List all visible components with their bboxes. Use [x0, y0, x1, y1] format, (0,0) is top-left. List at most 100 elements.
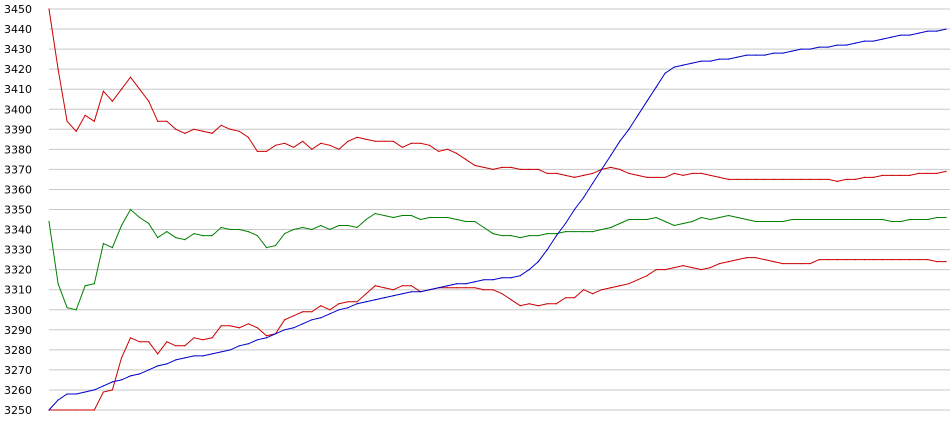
data-point	[166, 231, 168, 233]
data-point	[646, 218, 648, 221]
data-point	[546, 303, 548, 305]
data-point	[320, 142, 322, 144]
data-point	[945, 170, 947, 172]
data-point	[256, 339, 258, 341]
data-point	[592, 293, 594, 295]
data-point	[854, 42, 857, 44]
data-point	[202, 339, 204, 341]
data-point	[927, 259, 929, 261]
series-line-0	[48, 8, 947, 182]
data-point	[945, 216, 947, 219]
data-point	[211, 337, 213, 339]
data-point	[247, 343, 249, 345]
y-tick-label: 3390	[4, 123, 32, 136]
data-point	[148, 369, 150, 371]
data-point	[863, 218, 866, 221]
data-point	[764, 220, 766, 223]
data-point	[419, 291, 422, 293]
data-point	[682, 222, 684, 225]
data-point	[619, 168, 621, 170]
data-point	[664, 176, 666, 178]
data-point	[157, 353, 159, 355]
data-point	[419, 218, 422, 221]
data-point	[374, 212, 376, 215]
data-point	[148, 341, 150, 343]
data-point	[882, 218, 884, 221]
data-point	[474, 164, 476, 166]
data-point	[347, 140, 349, 142]
data-point	[84, 391, 86, 393]
data-point	[836, 259, 838, 261]
data-point	[519, 168, 521, 170]
y-tick-label: 3280	[4, 344, 32, 357]
data-point	[66, 307, 68, 309]
data-point	[664, 269, 666, 271]
data-point	[284, 233, 286, 235]
data-point	[347, 301, 349, 303]
data-point	[664, 72, 666, 74]
data-point	[546, 249, 548, 251]
data-point	[573, 297, 576, 299]
data-point	[900, 34, 902, 36]
data-point	[583, 174, 585, 176]
data-point	[483, 166, 485, 168]
data-point	[601, 289, 603, 291]
y-tick-label: 3440	[4, 23, 32, 36]
data-point	[311, 311, 313, 313]
data-point	[555, 303, 558, 305]
data-point	[184, 345, 186, 347]
data-point	[438, 287, 440, 289]
data-point	[184, 357, 186, 359]
data-point	[229, 128, 231, 130]
data-point	[909, 218, 911, 221]
data-point	[93, 283, 95, 285]
data-point	[438, 150, 440, 152]
data-point	[646, 275, 648, 277]
data-point	[320, 317, 322, 319]
data-point	[492, 289, 494, 291]
data-point	[293, 327, 295, 329]
data-point	[537, 261, 539, 263]
data-point	[383, 140, 385, 142]
data-point	[293, 315, 295, 317]
data-point	[48, 8, 50, 10]
data-point	[211, 132, 213, 134]
data-point	[863, 176, 866, 178]
data-point	[700, 172, 703, 174]
data-point	[854, 178, 857, 180]
data-point	[872, 40, 875, 42]
data-point	[492, 168, 494, 170]
data-point	[365, 218, 367, 221]
data-point	[48, 220, 50, 223]
data-point	[284, 329, 286, 331]
data-point	[718, 263, 721, 265]
data-point	[746, 178, 748, 180]
data-point	[456, 287, 458, 289]
y-tick-label: 3320	[4, 264, 32, 277]
data-point	[75, 393, 77, 395]
data-point	[727, 214, 730, 217]
y-axis-tick-labels: 3250 3260 3270 3280 3290 3300 3310 3320 3330 3340…	[4, 3, 32, 417]
data-point	[809, 48, 811, 50]
data-point	[401, 214, 403, 217]
data-point	[564, 297, 567, 299]
data-point	[238, 228, 240, 231]
data-point	[510, 235, 512, 237]
data-point	[456, 152, 458, 154]
data-point	[256, 327, 258, 329]
data-point	[284, 142, 286, 144]
data-point	[519, 275, 521, 277]
data-point	[818, 218, 820, 221]
data-point	[573, 231, 576, 233]
data-point	[791, 218, 793, 221]
data-point	[329, 144, 331, 146]
data-point	[75, 309, 77, 311]
data-point	[773, 220, 775, 223]
data-point	[746, 218, 748, 221]
data-point	[139, 373, 141, 375]
data-point	[519, 237, 521, 239]
data-point	[374, 299, 376, 301]
data-point	[655, 176, 657, 178]
data-point	[909, 34, 911, 36]
data-point	[718, 58, 721, 60]
